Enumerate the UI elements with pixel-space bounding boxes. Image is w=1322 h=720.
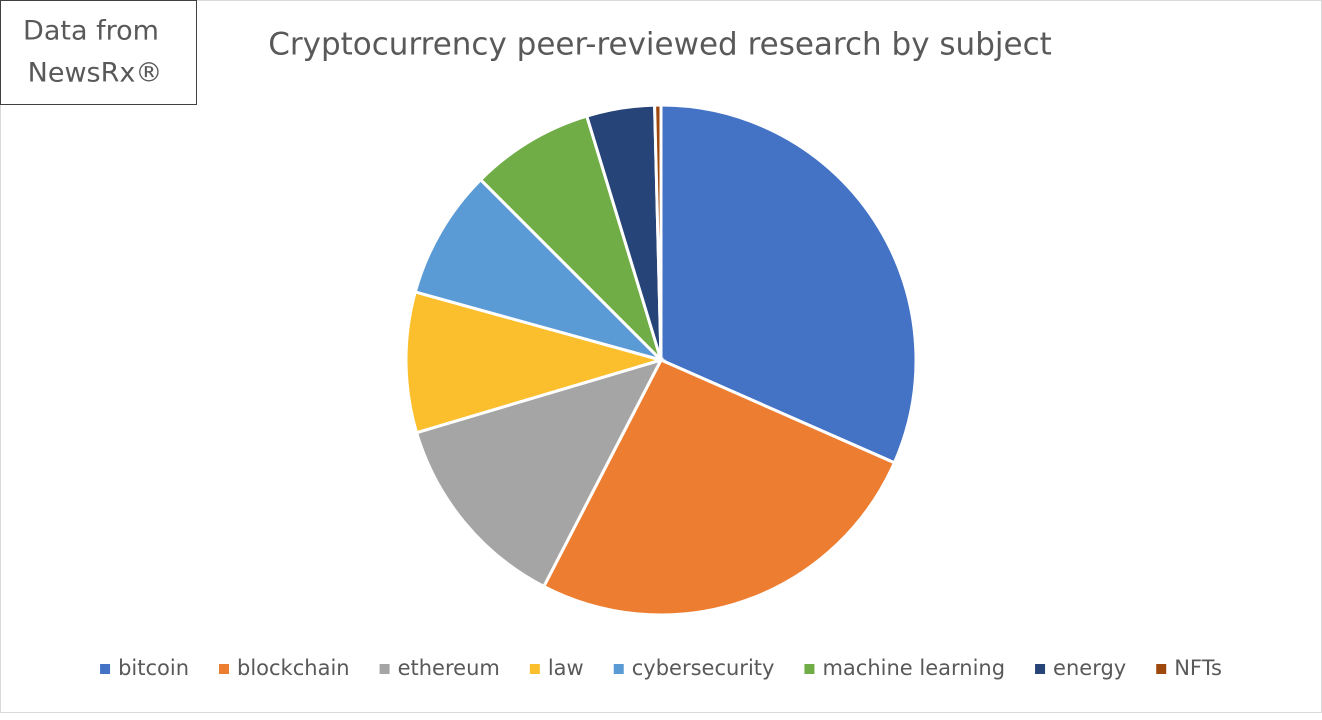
legend-swatch xyxy=(219,664,229,674)
legend-label: ethereum xyxy=(398,656,500,680)
annotation: Data from xyxy=(23,16,159,47)
legend-swatch xyxy=(529,664,540,674)
annotation-box xyxy=(0,0,197,105)
legend-swatch xyxy=(804,664,815,674)
legend-label: energy xyxy=(1053,656,1126,680)
legend-label: bitcoin xyxy=(118,656,189,680)
annotation: NewsRx® xyxy=(28,58,163,89)
legend-swatch xyxy=(1156,664,1167,674)
pie-slice xyxy=(478,114,663,362)
legend-label: law xyxy=(548,656,584,680)
legend-label: blockchain xyxy=(237,656,350,680)
pie-slice xyxy=(659,103,918,465)
pie-slice xyxy=(653,103,663,361)
legend-swatch xyxy=(1035,664,1046,674)
pie-slice xyxy=(541,358,897,617)
legend-label: cybersecurity xyxy=(632,656,775,680)
legend-swatch xyxy=(100,664,111,674)
pie-slice xyxy=(414,357,664,589)
legend-swatch xyxy=(613,664,624,674)
legend-swatch xyxy=(379,664,390,674)
pie-slice xyxy=(404,290,667,435)
legend-label: NFTs xyxy=(1174,656,1222,680)
pie-slice xyxy=(413,177,667,363)
legend-label: machine learning xyxy=(822,656,1005,680)
chart-title: Cryptocurrency peer-reviewed research by… xyxy=(268,27,1052,63)
